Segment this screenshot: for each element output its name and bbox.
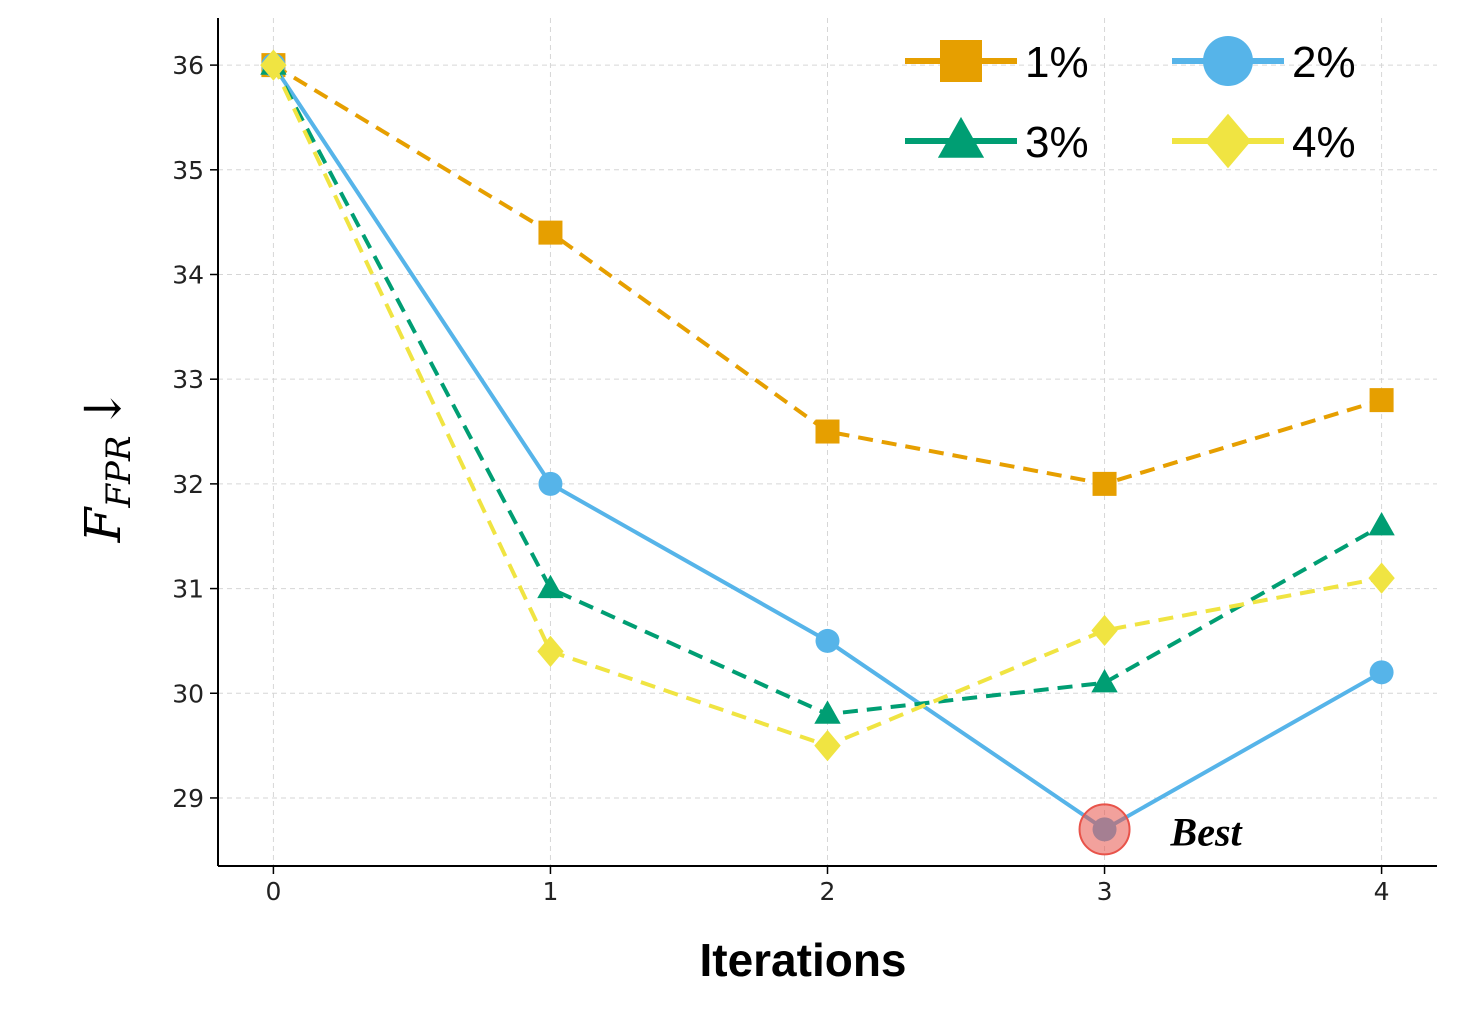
- y-tick-label: 30: [172, 679, 204, 708]
- data-point: [1092, 471, 1117, 496]
- axes: [210, 18, 1437, 874]
- data-point: [1369, 388, 1394, 413]
- data-point: [1368, 562, 1395, 594]
- legend-label: 2%: [1292, 38, 1356, 87]
- best-label: Best: [1170, 809, 1244, 854]
- data-point: [537, 635, 564, 667]
- series-square: [261, 53, 1394, 496]
- y-axis-title-main: F: [74, 505, 132, 543]
- legend-marker: [940, 40, 982, 82]
- best-highlight-circle: [1078, 803, 1131, 856]
- legend-item: 1%: [905, 38, 1089, 87]
- y-tick-label: 31: [172, 575, 204, 604]
- legend-label: 4%: [1292, 118, 1356, 167]
- y-tick-label: 36: [172, 51, 204, 80]
- data-point: [1091, 614, 1118, 647]
- data-point: [1368, 511, 1395, 536]
- x-tick-label: 1: [543, 877, 559, 906]
- x-tick-label: 4: [1374, 877, 1390, 906]
- y-tick-label: 32: [172, 470, 204, 499]
- data-point: [538, 471, 563, 496]
- data-point: [1091, 668, 1118, 693]
- data-point: [814, 730, 841, 762]
- legend-marker: [937, 116, 985, 158]
- data-point: [260, 49, 287, 81]
- legend-item: 2%: [1172, 36, 1356, 87]
- y-tick-label: 33: [172, 365, 204, 394]
- data-point: [814, 700, 841, 724]
- y-tick-label: 29: [172, 784, 204, 813]
- y-tick-label: 35: [172, 156, 204, 185]
- series-line: [272, 63, 1383, 486]
- legend-marker: [1203, 36, 1253, 86]
- series-diamond: [260, 49, 1395, 762]
- x-tick-label: 2: [820, 877, 836, 906]
- y-axis-title-sub: FPR: [99, 436, 139, 509]
- data-point: [815, 628, 840, 653]
- legend-label: 3%: [1025, 118, 1089, 167]
- y-tick-label: 34: [172, 260, 204, 289]
- legend: 1% 2% 3% 4%: [905, 36, 1356, 169]
- y-axis-title-arrow: ↓: [74, 388, 132, 430]
- data-point: [538, 220, 563, 245]
- legend-marker: [1204, 113, 1252, 169]
- data-point: [815, 419, 840, 444]
- x-tick-label: 3: [1097, 877, 1113, 906]
- x-axis-title: Iterations: [699, 934, 906, 986]
- y-axis-title: FFPR ↓: [74, 388, 139, 544]
- legend-item: 3%: [905, 116, 1089, 167]
- series-lines: [260, 49, 1395, 842]
- x-tick-label: 0: [265, 877, 281, 906]
- legend-item: 4%: [1172, 113, 1356, 169]
- best-annotation: Best: [1078, 803, 1244, 856]
- legend-label: 1%: [1025, 38, 1089, 87]
- data-point: [1369, 660, 1394, 685]
- data-point: [537, 574, 564, 599]
